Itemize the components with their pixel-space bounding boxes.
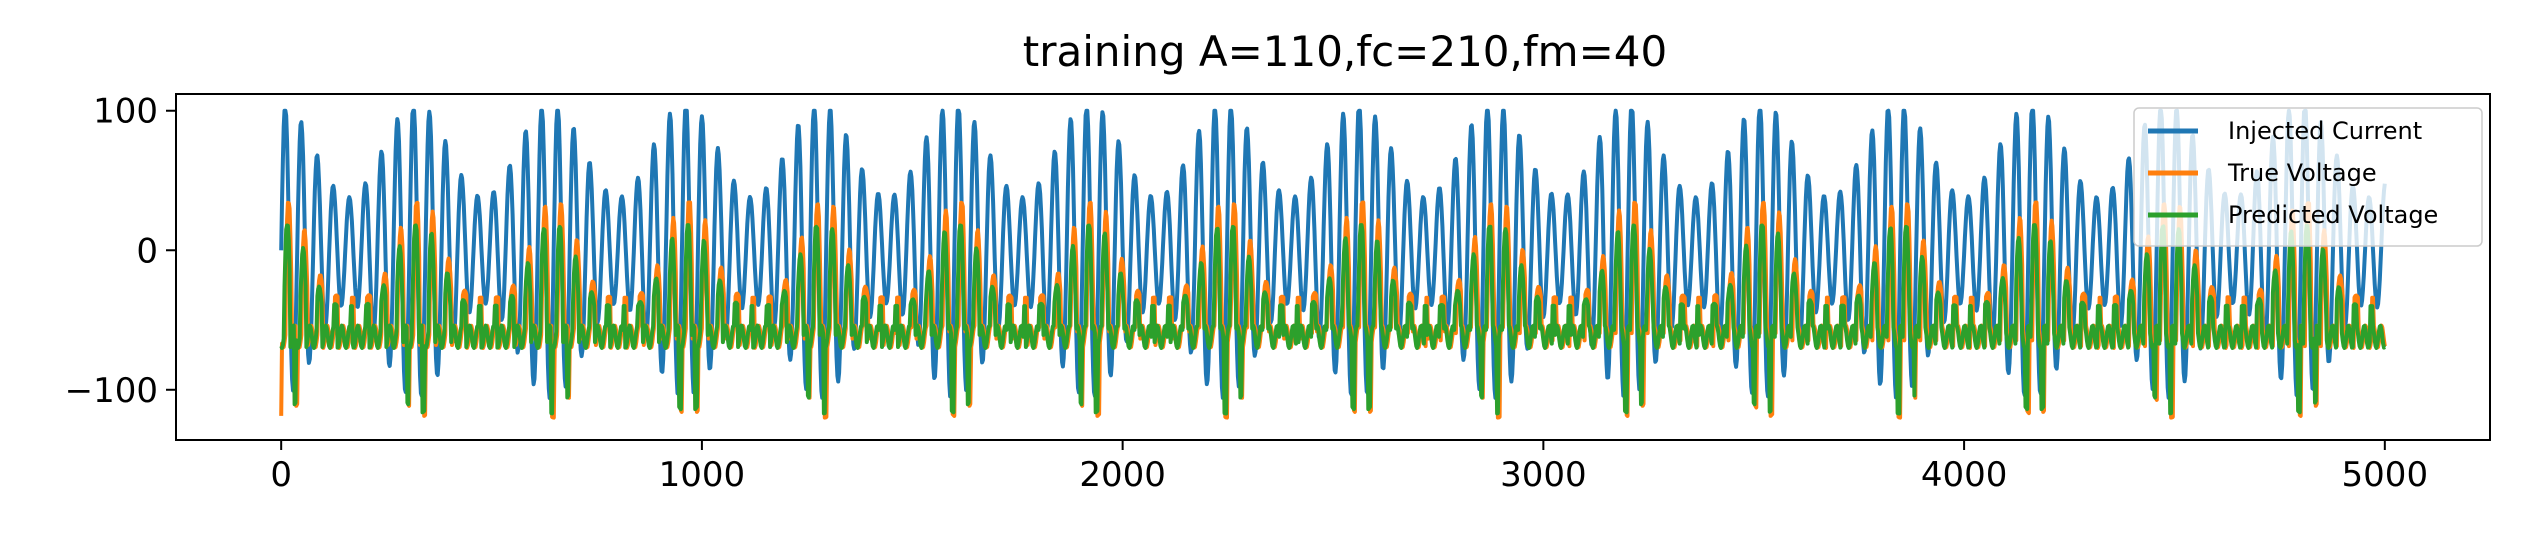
series-layer <box>279 108 2387 420</box>
y-tick-label: −100 <box>65 371 158 411</box>
legend-label-predicted-voltage: Predicted Voltage <box>2228 201 2438 229</box>
x-tick-label: 3000 <box>1500 455 1587 495</box>
y-axis: −100 0 100 <box>65 92 176 411</box>
legend: Injected Current True Voltage Predicted … <box>2133 107 2483 247</box>
legend-box <box>2133 107 2483 247</box>
y-tick-label: 100 <box>93 92 158 132</box>
legend-label-true-voltage: True Voltage <box>2227 159 2377 187</box>
series-line-predicted-voltage <box>279 223 2386 416</box>
chart-title: training A=110,fc=210,fm=40 <box>1023 27 1667 76</box>
x-tick-label: 2000 <box>1079 455 1166 495</box>
x-tick-label: 4000 <box>1921 455 2008 495</box>
x-tick-label: 5000 <box>2342 455 2429 495</box>
x-tick-label: 1000 <box>659 455 746 495</box>
legend-label-injected-current: Injected Current <box>2228 117 2422 145</box>
plot-frame <box>175 93 2491 441</box>
y-tick-label: 0 <box>136 231 158 271</box>
x-axis: 0 1000 2000 3000 4000 5000 <box>270 440 2428 495</box>
x-tick-label: 0 <box>270 455 292 495</box>
